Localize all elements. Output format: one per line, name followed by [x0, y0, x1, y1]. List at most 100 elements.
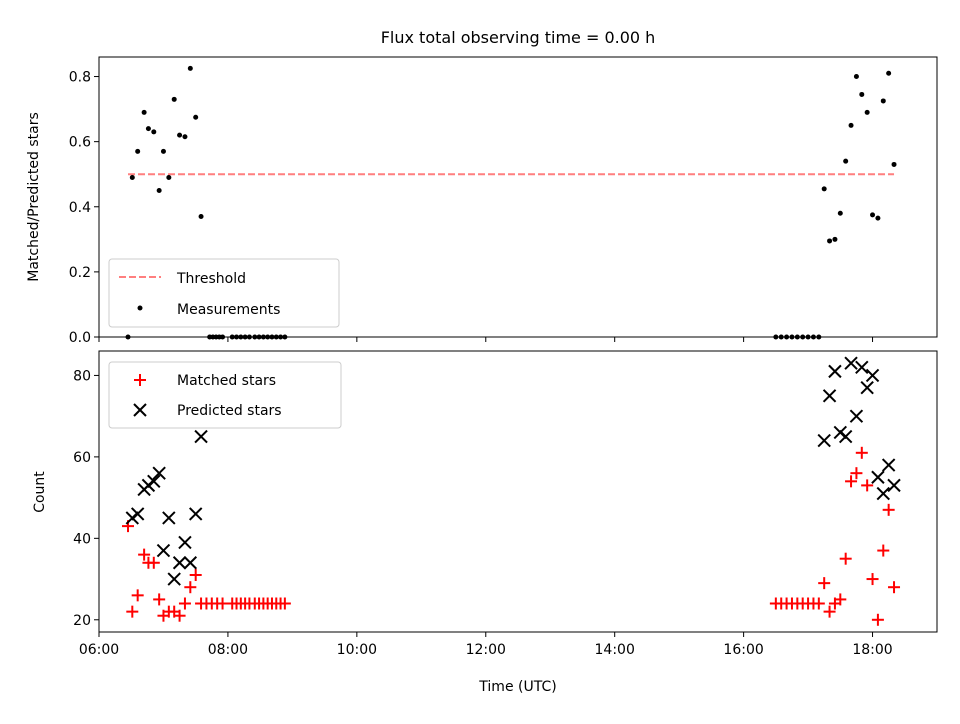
predicted-star-point — [194, 429, 208, 444]
predicted-star-point — [838, 429, 853, 444]
predicted-star-d2 — [172, 556, 187, 570]
measurement-point — [182, 134, 188, 140]
measurement-point — [827, 238, 833, 244]
matched-star-point — [126, 605, 139, 618]
measurement-point — [832, 236, 838, 242]
ratio-y-ticks: 0.0 0.2 0.4 0.6 0.8 — [69, 70, 99, 346]
matched-star-point — [855, 446, 868, 459]
measurement-point — [837, 210, 843, 216]
predicted-star-d2 — [876, 486, 890, 501]
predicted-star-point — [817, 433, 831, 448]
measurement-point — [156, 187, 162, 193]
measurement-point — [160, 148, 166, 154]
predicted-star-point — [881, 458, 896, 472]
predicted-star-d2 — [865, 368, 880, 383]
matched-star-point — [147, 556, 160, 569]
count-y-tick-label: 60 — [73, 450, 91, 466]
count-legend-box — [108, 361, 342, 429]
measurement-point — [145, 126, 151, 132]
count-y-axis-label: Count — [32, 471, 48, 513]
ratio-legend: Threshold Measurements — [108, 258, 340, 328]
measurements-legend-label: Measurements — [177, 302, 280, 318]
measurement-point — [821, 186, 827, 192]
chart-title: Flux total observing time = 0.00 h — [381, 28, 656, 47]
matched-star-point — [184, 581, 197, 594]
predicted-star-d2 — [178, 535, 192, 550]
predicted-star-d2 — [887, 478, 901, 493]
matched-star-point — [278, 597, 291, 610]
predicted-star-point — [855, 360, 869, 374]
ratio-y-tick-label: 0.8 — [69, 70, 91, 86]
matched-star-point — [888, 581, 901, 594]
count-y-tick-label: 80 — [73, 368, 91, 384]
predicted-star-point — [188, 507, 203, 521]
matched-star-point — [866, 573, 879, 586]
count-x-tick-label: 14:00 — [595, 642, 635, 658]
predicted-star-d2 — [162, 511, 176, 525]
predicted-star-d2 — [844, 356, 858, 370]
measurement-point — [886, 70, 892, 76]
predicted-star-point — [865, 368, 880, 383]
predicted-star-d2 — [188, 507, 203, 521]
count-x-tick-label: 12:00 — [466, 642, 506, 658]
predicted-star-d2 — [183, 556, 198, 570]
count-axes-frame — [98, 350, 938, 633]
predicted-star-point — [871, 470, 885, 484]
matched-star-point — [812, 597, 825, 610]
matched-star-point — [178, 597, 191, 610]
predicted-star-point — [887, 478, 901, 493]
predicted-star-d2 — [130, 507, 145, 521]
ratio-y-axis-label: Matched/Predicted stars — [26, 112, 42, 282]
matched-star-point — [818, 577, 831, 590]
count-y-tick-label: 40 — [73, 531, 91, 547]
matched-star-point — [173, 609, 186, 622]
ratio-y-tick-label: 0.4 — [69, 200, 91, 216]
predicted-star-d2 — [849, 409, 864, 423]
predicted-star-d2 — [156, 543, 171, 558]
measurement-point — [171, 96, 177, 102]
predicted-star-d2 — [147, 474, 161, 489]
measurement-point — [853, 74, 859, 80]
count-plot-area — [122, 356, 901, 626]
predicted-legend-swatch — [133, 403, 147, 417]
measurement-point — [177, 132, 183, 138]
predicted-star-point — [167, 572, 181, 586]
measurement-point — [187, 65, 193, 71]
count-panel: 20 40 60 80 06:00 08:00 10:00 12:00 14:00 16:00 1… — [32, 350, 938, 695]
matched-star-point — [871, 613, 884, 626]
ratio-x-ticks — [98, 337, 874, 342]
predicted-star-point — [156, 543, 171, 558]
x-axis-label: Time (UTC) — [478, 679, 556, 695]
predicted-star-point — [147, 474, 161, 489]
count-x-tick-label: 06:00 — [79, 642, 119, 658]
matched-star-point — [153, 593, 166, 606]
measurement-point — [198, 214, 204, 220]
matched-star-point — [823, 605, 836, 618]
count-y-tick-label: 20 — [73, 613, 91, 629]
predicted-star-d2 — [167, 572, 181, 586]
predicted-star-d2 — [881, 458, 896, 472]
predicted-star-point — [876, 486, 890, 501]
measurement-point — [864, 109, 870, 115]
predicted-star-point — [130, 507, 145, 521]
predicted-star-point — [152, 466, 166, 480]
ratio-y-tick-label: 0.2 — [69, 265, 91, 281]
predicted-star-point — [172, 556, 187, 570]
threshold-legend-label: Threshold — [176, 271, 246, 287]
predicted-star-d2 — [860, 380, 874, 395]
matched-star-point — [861, 479, 874, 492]
ratio-plot-area — [125, 65, 897, 340]
ratio-y-tick-label: 0.6 — [69, 135, 91, 151]
predicted-star-d2 — [817, 433, 831, 448]
predicted-star-d2 — [855, 360, 869, 374]
ratio-panel: 0.00.20.40.60.8 Matched/Predicted stars … — [26, 56, 938, 346]
predicted-star-d2 — [822, 389, 837, 403]
matched-star-point — [189, 568, 202, 581]
measurement-point — [129, 174, 135, 180]
count-legend: Matched stars Predicted stars — [108, 361, 342, 429]
measurement-point — [891, 161, 897, 167]
matched-star-point — [877, 544, 890, 557]
matched-star-point — [131, 589, 144, 602]
